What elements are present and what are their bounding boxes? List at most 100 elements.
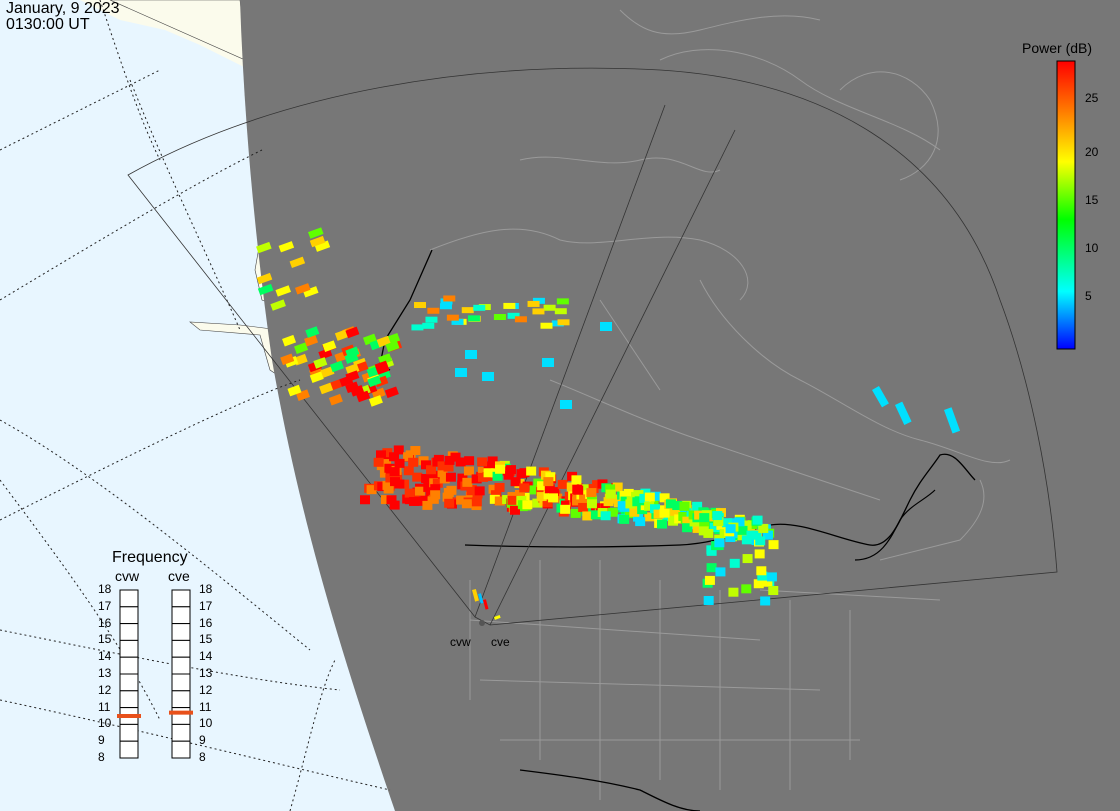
frequency-title: Frequency xyxy=(112,549,188,566)
echo-cell xyxy=(503,470,514,480)
echo-cell xyxy=(605,484,616,494)
echo-cell xyxy=(741,584,752,594)
echo-cell xyxy=(430,490,441,500)
echo-cell xyxy=(467,315,480,322)
echo-cell xyxy=(556,298,569,305)
echo-cell xyxy=(386,495,397,505)
frequency-cell xyxy=(171,740,191,759)
echo-cell xyxy=(489,494,500,504)
echo-cell xyxy=(754,549,765,559)
echo-cell xyxy=(586,499,597,509)
echo-cell xyxy=(368,395,383,407)
site-label-cve: cve xyxy=(491,635,510,649)
echo-cell xyxy=(426,465,437,475)
echo-cell xyxy=(672,501,683,511)
echo-cell xyxy=(411,324,424,331)
frequency-tick-left: 16 xyxy=(98,615,112,630)
coast-line-black xyxy=(854,489,936,561)
echo-cell xyxy=(514,316,527,323)
frequency-cell xyxy=(119,690,139,709)
echo-cell xyxy=(746,530,757,540)
frequency-cell xyxy=(171,707,191,725)
date-label: January, 9 2023 xyxy=(6,0,120,17)
echo-cell xyxy=(725,524,736,534)
echo-cell xyxy=(463,466,474,476)
echo-cell xyxy=(471,474,482,484)
echo-cell xyxy=(455,368,467,377)
echo-cell xyxy=(461,307,474,314)
echo-cell xyxy=(715,567,726,577)
echo-cell xyxy=(944,407,961,434)
echo-cell xyxy=(495,464,506,474)
echo-cell xyxy=(385,340,400,353)
echo-cell xyxy=(526,466,537,476)
frequency-tick-left: 18 xyxy=(98,582,112,596)
echo-cell xyxy=(490,490,501,500)
echo-cell xyxy=(532,297,545,304)
echo-cell xyxy=(600,511,611,521)
echo-cell xyxy=(422,500,433,510)
echo-cell xyxy=(612,482,623,492)
echo-cell xyxy=(755,536,766,546)
echo-cell xyxy=(483,468,494,478)
frequency-tick-left: 8 xyxy=(98,750,105,764)
frequency-cell xyxy=(119,740,139,759)
time-label: 0130:00 UT xyxy=(6,16,90,33)
echo-cell xyxy=(494,614,501,620)
echo-cell xyxy=(382,480,393,490)
echo-cell xyxy=(709,523,720,533)
echo-cell xyxy=(507,495,518,505)
echo-cell xyxy=(464,456,475,466)
echo-cell xyxy=(549,487,560,497)
echo-cell xyxy=(444,498,455,508)
frequency-tick-right: 15 xyxy=(199,632,213,647)
echo-cell xyxy=(374,360,389,373)
echo-cell xyxy=(758,523,769,533)
colorbar-tick-20: 20 xyxy=(1085,145,1099,159)
echo-cell xyxy=(714,538,725,548)
echo-cell xyxy=(741,535,752,545)
echo-cell xyxy=(309,235,326,248)
echo-cell xyxy=(376,450,387,460)
echo-cell xyxy=(423,482,434,492)
frequency-marker-cvw xyxy=(117,714,141,718)
frequency-tick-right: 17 xyxy=(199,598,213,613)
echo-cell xyxy=(477,593,484,604)
echo-cell xyxy=(367,375,382,388)
echo-cell xyxy=(625,499,636,509)
echo-cell xyxy=(605,489,616,499)
echo-cell xyxy=(493,314,506,321)
echo-cell xyxy=(762,577,773,587)
echo-cell xyxy=(729,558,740,568)
echo-cell xyxy=(752,515,763,525)
echo-cell xyxy=(548,493,559,503)
frequency-cell xyxy=(171,623,191,641)
echo-cell xyxy=(394,479,405,489)
echo-cell xyxy=(713,517,724,527)
echo-cell xyxy=(629,507,640,517)
colorbar-tick-5: 5 xyxy=(1085,289,1092,303)
colorbar-tick-15: 15 xyxy=(1085,193,1099,207)
frequency-tick-right: 18 xyxy=(199,582,213,596)
frequency-tick-left: 15 xyxy=(98,632,112,647)
echo-cell xyxy=(304,334,319,347)
echo-cell xyxy=(557,479,568,489)
frequency-radar-cve: cve xyxy=(168,568,190,584)
frequency-tick-left: 13 xyxy=(98,666,112,680)
echo-cell xyxy=(536,492,547,502)
echo-cell xyxy=(319,382,334,395)
echo-cell xyxy=(287,384,302,397)
echo-cell xyxy=(578,502,589,512)
echo-cell xyxy=(543,477,554,487)
echo-cell xyxy=(373,457,384,467)
echo-cell xyxy=(461,499,472,509)
echo-cell xyxy=(757,571,768,581)
echo-cell xyxy=(380,495,391,505)
frequency-cell xyxy=(171,589,191,608)
echo-cell xyxy=(768,540,779,550)
echo-cell xyxy=(478,472,489,482)
echo-cell xyxy=(509,505,520,515)
echo-cell xyxy=(428,494,439,504)
echo-cell xyxy=(408,457,419,467)
echo-cell xyxy=(519,468,530,478)
